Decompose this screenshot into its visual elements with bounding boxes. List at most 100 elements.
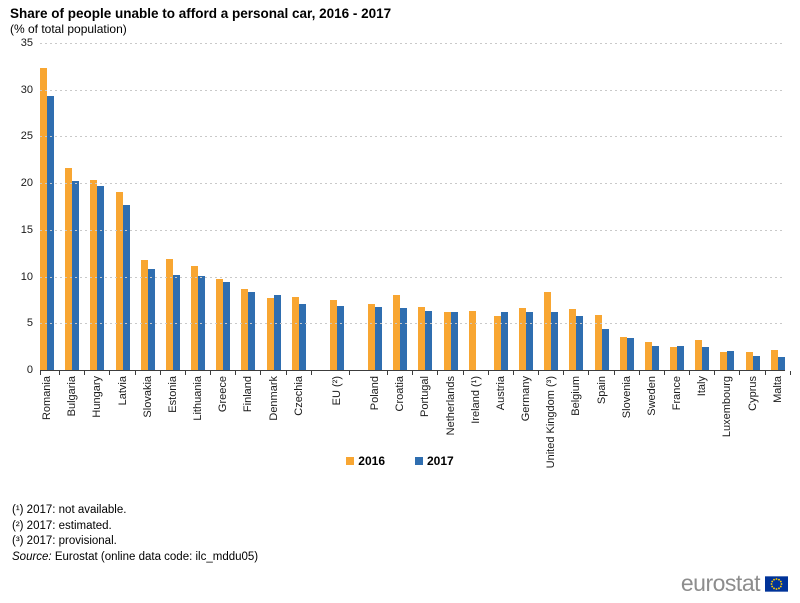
bar-group: Netherlands xyxy=(443,43,464,435)
gridline xyxy=(40,43,785,44)
bar-group: EU (²) xyxy=(329,43,350,405)
bar-2017 xyxy=(298,303,306,370)
footnote-3: (³) 2017: provisional. xyxy=(12,535,117,547)
x-axis-label: Denmark xyxy=(267,376,280,421)
bar-group: Ireland (¹) xyxy=(468,43,489,424)
y-axis-tick-label: 30 xyxy=(20,83,33,96)
bar-2017 xyxy=(677,345,685,370)
bar-2017 xyxy=(450,312,458,370)
bar-2017 xyxy=(576,315,584,370)
bar-2017 xyxy=(500,312,508,370)
bar-2017 xyxy=(651,345,659,370)
legend-swatch-2017 xyxy=(415,457,423,465)
eurostat-wordmark: eurostat xyxy=(680,570,761,596)
x-axis-label: Poland xyxy=(369,376,382,411)
legend-label-2016: 2016 xyxy=(358,454,385,468)
bar-2016 xyxy=(670,346,678,370)
x-axis-label: Latvia xyxy=(116,376,129,406)
bar-2016 xyxy=(216,279,224,370)
bar-2017 xyxy=(223,282,231,370)
bar-group: Latvia xyxy=(115,43,136,405)
x-axis-label: Ireland (¹) xyxy=(469,376,482,424)
x-axis-label: Slovakia xyxy=(141,376,154,418)
bar-group: Sweden xyxy=(644,43,665,416)
x-axis-label: Malta xyxy=(771,376,784,403)
bar-2016 xyxy=(241,288,249,370)
x-axis-label: Italy xyxy=(696,376,709,397)
bar-2017 xyxy=(777,356,785,370)
bar-group: Poland xyxy=(368,43,389,410)
y-axis-tick-label: 0 xyxy=(26,364,33,376)
bar-2017 xyxy=(551,312,559,370)
source-line: Source: Eurostat (online data code: ilc_… xyxy=(12,550,258,566)
bar-2017 xyxy=(752,356,760,370)
bar-2017 xyxy=(375,307,383,370)
bar-group: Czechia xyxy=(291,43,312,416)
x-axis-label: Romania xyxy=(41,376,53,421)
bar-2017 xyxy=(47,96,54,370)
bar-group: Slovenia xyxy=(619,43,640,418)
bar-group: Spain xyxy=(594,43,615,404)
bar-group: Greece xyxy=(216,43,237,412)
bar-2016 xyxy=(65,168,73,370)
bar-2016 xyxy=(770,350,778,370)
x-axis-label: Cyprus xyxy=(746,376,759,411)
bar-group: Romania xyxy=(40,43,60,420)
bar-group: Slovakia xyxy=(140,43,161,418)
x-axis-label: Luxembourg xyxy=(721,376,734,438)
x-axis-label: Germany xyxy=(520,376,533,422)
bar-2016 xyxy=(493,315,501,370)
bar-2017 xyxy=(702,346,710,370)
bar-2016 xyxy=(745,352,753,370)
x-axis-label: Netherlands xyxy=(444,376,457,436)
plot-area: Romania Bulgaria Hungary Latvia Slovakia Esto… xyxy=(21,37,791,468)
y-axis-tick-label: 10 xyxy=(20,270,33,283)
x-axis-label: Sweden xyxy=(645,376,658,416)
bar-group: Italy xyxy=(695,43,716,396)
eurostat-logo: eurostat xyxy=(681,572,788,595)
y-axis-tick-label: 25 xyxy=(20,130,33,143)
x-axis-label: Estonia xyxy=(166,376,179,413)
bar-2017 xyxy=(273,295,281,370)
bar-group: Malta xyxy=(770,43,791,403)
bar-2016 xyxy=(368,303,376,370)
bar-group: Hungary xyxy=(90,43,111,418)
bar-2016 xyxy=(266,298,274,370)
source-label: Source: xyxy=(12,550,52,563)
bar-2017 xyxy=(248,292,256,370)
legend-swatch-2016 xyxy=(346,457,355,465)
gridline xyxy=(40,276,785,278)
bar-2017 xyxy=(626,338,634,370)
x-axis-label: Lithuania xyxy=(192,376,205,421)
bar-2016 xyxy=(291,297,299,370)
bar-2017 xyxy=(172,274,180,370)
footnote-1: (¹) 2017: not available. xyxy=(12,504,127,516)
bar-2016 xyxy=(594,314,602,370)
legend-item-2016: 2016 xyxy=(346,454,385,468)
x-axis-label: Spain xyxy=(595,376,608,405)
x-axis-label: Bulgaria xyxy=(66,376,79,417)
bar-2017 xyxy=(336,306,344,370)
bar-2016 xyxy=(695,340,703,370)
x-axis-label: Austria xyxy=(494,376,507,411)
bar-2016 xyxy=(140,259,148,370)
bar-2017 xyxy=(97,185,105,370)
bar-2016 xyxy=(90,180,98,370)
bar-group: Germany xyxy=(519,43,540,421)
gridline xyxy=(40,89,785,91)
bar-group: Belgium xyxy=(569,43,590,416)
bar-2016 xyxy=(468,311,476,370)
bar-2016 xyxy=(519,308,527,370)
x-axis-label: Finland xyxy=(242,376,255,413)
footnotes: (¹) 2017: not available. (²) 2017: estim… xyxy=(12,503,258,565)
x-axis-label: Hungary xyxy=(91,376,104,418)
bar-2017 xyxy=(122,204,130,370)
bar-2016 xyxy=(644,341,652,370)
x-axis-label: Belgium xyxy=(570,376,583,416)
bar-2017 xyxy=(425,311,433,370)
bar-2016 xyxy=(329,299,337,370)
bar-group: Lithuania xyxy=(191,43,212,421)
x-axis-label: EU (²) xyxy=(330,376,343,406)
chart-title: Share of people unable to afford a perso… xyxy=(10,6,392,21)
gridline xyxy=(40,229,785,231)
